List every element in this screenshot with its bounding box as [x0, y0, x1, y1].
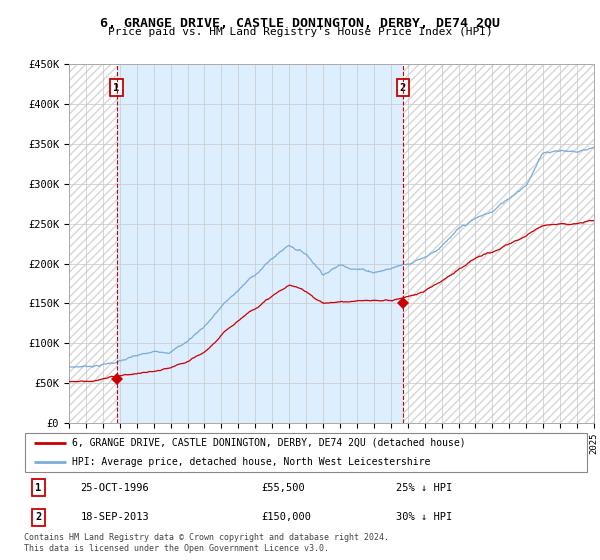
- Text: 1: 1: [35, 483, 41, 493]
- Text: Contains HM Land Registry data © Crown copyright and database right 2024.
This d: Contains HM Land Registry data © Crown c…: [24, 533, 389, 553]
- Text: £150,000: £150,000: [261, 512, 311, 522]
- Text: 6, GRANGE DRIVE, CASTLE DONINGTON, DERBY, DE74 2QU: 6, GRANGE DRIVE, CASTLE DONINGTON, DERBY…: [100, 17, 500, 30]
- Text: £55,500: £55,500: [261, 483, 305, 493]
- Text: 25% ↓ HPI: 25% ↓ HPI: [396, 483, 452, 493]
- Bar: [116, 64, 403, 423]
- Bar: [403, 64, 594, 423]
- Text: 1: 1: [113, 83, 120, 93]
- Text: HPI: Average price, detached house, North West Leicestershire: HPI: Average price, detached house, Nort…: [72, 457, 430, 467]
- Bar: [403, 64, 594, 423]
- Text: 30% ↓ HPI: 30% ↓ HPI: [396, 512, 452, 522]
- Bar: [69, 64, 116, 423]
- Bar: [69, 64, 116, 423]
- Text: 6, GRANGE DRIVE, CASTLE DONINGTON, DERBY, DE74 2QU (detached house): 6, GRANGE DRIVE, CASTLE DONINGTON, DERBY…: [72, 437, 466, 447]
- Text: 2: 2: [35, 512, 41, 522]
- Text: Price paid vs. HM Land Registry's House Price Index (HPI): Price paid vs. HM Land Registry's House …: [107, 27, 493, 37]
- Text: 18-SEP-2013: 18-SEP-2013: [80, 512, 149, 522]
- FancyBboxPatch shape: [25, 433, 587, 472]
- Text: 25-OCT-1996: 25-OCT-1996: [80, 483, 149, 493]
- Text: 2: 2: [400, 83, 406, 93]
